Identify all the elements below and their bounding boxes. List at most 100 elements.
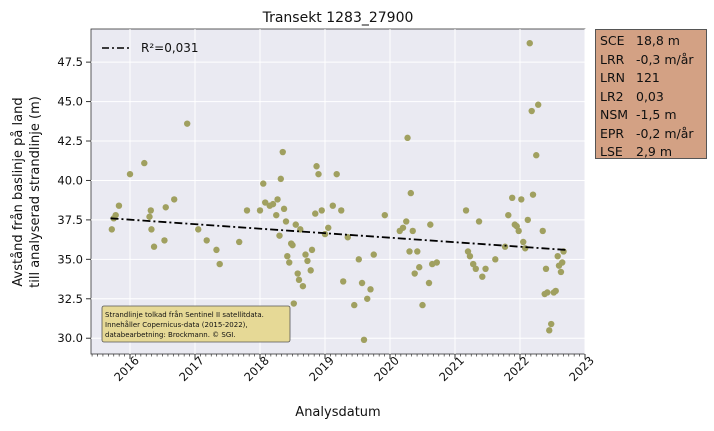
data-point: [518, 196, 525, 203]
data-point: [416, 264, 423, 271]
data-point: [318, 207, 325, 214]
data-point: [284, 252, 291, 260]
data-point: [108, 226, 116, 233]
data-point: [557, 268, 565, 276]
data-point: [529, 191, 537, 198]
stat-key: EPR: [600, 125, 625, 141]
data-point: [404, 134, 411, 142]
data-point: [425, 279, 433, 287]
data-point: [414, 248, 421, 255]
stat-row-nsm: NSM -1,5 m: [600, 106, 702, 125]
stat-row-lrn: LRN 121: [600, 69, 702, 88]
stat-value: -1,5 m: [636, 107, 677, 122]
data-point: [411, 270, 418, 277]
data-point: [292, 221, 299, 228]
chart-title: Transekt 1283_27900: [262, 10, 414, 26]
data-point: [338, 207, 345, 214]
data-point: [295, 276, 303, 284]
data-point: [381, 211, 388, 219]
stat-row-sce: SCE 18,8 m: [600, 32, 702, 51]
data-point: [273, 211, 280, 219]
data-point: [542, 265, 550, 273]
regression-line: [110, 217, 566, 251]
y-axis-label-line-2: till analyserad strandlinje (m): [28, 96, 43, 288]
data-point: [505, 211, 512, 219]
data-point: [302, 251, 309, 258]
legend: R²=0,031: [102, 41, 199, 55]
data-point: [406, 248, 413, 255]
data-point: [184, 120, 191, 127]
y-tick-label: 47.5: [57, 55, 83, 69]
data-point: [535, 101, 542, 108]
data-point: [358, 279, 366, 287]
data-point: [276, 232, 283, 239]
data-point: [501, 243, 509, 250]
data-point: [148, 226, 155, 233]
data-point: [482, 265, 489, 273]
data-point: [236, 238, 243, 246]
stat-value: -0,2 m/år: [636, 125, 694, 141]
data-point: [150, 243, 158, 250]
data-point: [126, 170, 134, 178]
data-point: [526, 39, 533, 47]
y-axis-label-line-1: Avstånd från baslinje på land: [11, 97, 26, 286]
y-tick-label: 40.0: [57, 173, 83, 187]
data-point: [162, 204, 169, 211]
data-point: [559, 259, 566, 266]
data-point: [112, 211, 119, 219]
data-point: [492, 256, 499, 263]
data-point: [146, 213, 153, 220]
data-point: [274, 196, 281, 203]
data-point: [344, 234, 351, 241]
data-point: [329, 202, 336, 209]
data-point: [203, 237, 210, 244]
data-point: [419, 301, 426, 309]
stat-value: 2,9 m: [636, 144, 673, 159]
data-point: [522, 245, 529, 252]
data-point: [470, 260, 477, 268]
stat-value: 18,8 m: [636, 33, 680, 48]
data-point: [407, 189, 414, 197]
data-point: [403, 218, 410, 225]
data-point: [325, 224, 332, 231]
data-point: [360, 336, 368, 344]
data-point: [367, 286, 374, 293]
x-tick-label: 2023: [566, 353, 597, 384]
note-line-2: Innehåller Copernicus-data (2015-2022),: [105, 320, 248, 329]
x-axis-label: Analysdatum: [295, 405, 380, 420]
data-point: [546, 327, 553, 334]
data-point: [195, 226, 202, 233]
data-point: [243, 207, 251, 214]
stat-row-epr: EPR -0,2 m/år: [600, 125, 702, 144]
x-tick-label: 2020: [371, 353, 402, 384]
data-point: [364, 295, 371, 302]
data-points: [108, 39, 567, 344]
grid: [91, 29, 586, 354]
data-point: [171, 196, 178, 203]
trend-line: [110, 217, 566, 251]
data-point: [216, 260, 223, 268]
data-point: [340, 278, 347, 285]
y-tick-label: 37.5: [57, 213, 83, 227]
data-point: [262, 199, 269, 206]
data-point: [548, 320, 555, 328]
data-point: [479, 273, 486, 280]
stat-value: 0,03: [636, 88, 664, 104]
statistics-box: SCE 18,8 m LRR -0,3 m/år LRN 121 LR2 0,03 NS…: [595, 29, 707, 159]
data-point: [515, 227, 522, 235]
data-point: [286, 259, 293, 266]
stat-row-lse: LSE 2,9 m: [600, 143, 702, 162]
note-line-1: Strandlinje tolkad från Sentinel II sate…: [105, 310, 264, 319]
data-point: [524, 216, 531, 224]
data-point: [161, 237, 168, 244]
data-point: [307, 267, 314, 274]
data-point: [279, 148, 286, 156]
data-point: [308, 246, 316, 254]
data-point: [554, 252, 561, 260]
data-point: [528, 107, 535, 115]
x-tick-label: 2022: [501, 353, 532, 384]
data-point: [462, 207, 470, 214]
data-point: [472, 265, 479, 273]
stat-value: -0,3 m/år: [636, 51, 694, 67]
